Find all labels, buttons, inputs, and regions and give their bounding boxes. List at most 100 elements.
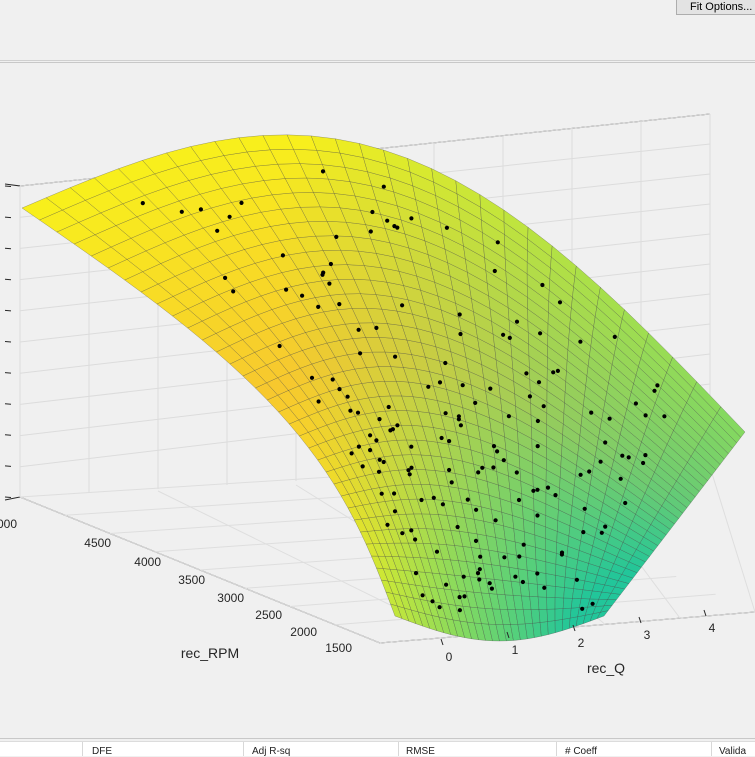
z-tick-mark <box>4 465 12 467</box>
data-point <box>524 371 529 376</box>
data-point <box>457 312 462 317</box>
data-point <box>368 229 373 234</box>
data-point <box>434 549 440 554</box>
data-point <box>406 468 411 473</box>
z-tick-mark <box>4 434 12 436</box>
data-point <box>502 555 507 560</box>
data-point <box>643 413 648 418</box>
x-tick-label: 1 <box>512 643 519 657</box>
data-point <box>473 400 478 405</box>
data-point <box>370 209 375 215</box>
grid-line <box>709 466 755 613</box>
data-point <box>385 522 390 527</box>
data-point <box>574 577 580 582</box>
data-point <box>641 460 646 466</box>
data-point <box>316 399 321 404</box>
x-tick-label: 4 <box>709 621 716 635</box>
data-point <box>409 444 414 449</box>
data-point <box>334 234 339 239</box>
y-tick-label: 3000 <box>217 591 244 605</box>
z-tick-mark <box>4 216 12 219</box>
results-table-header: DFE Adj R-sq RMSE # Coeff Valida <box>0 741 755 757</box>
column-dfe[interactable]: DFE <box>92 746 112 757</box>
data-point <box>557 300 563 305</box>
y-tick-label: 4000 <box>134 555 161 569</box>
data-point <box>360 464 365 469</box>
surface-patch <box>547 620 556 635</box>
y-tick-label: 000 <box>0 517 17 531</box>
data-point <box>385 218 390 223</box>
data-point <box>535 571 540 576</box>
data-point <box>473 538 479 544</box>
data-point <box>437 380 443 385</box>
tick-labels: 0 1 2 3 4 1500 2000 2500 3000 3500 4000 4500 000 <box>0 185 716 664</box>
data-point <box>386 404 391 410</box>
data-point <box>489 586 494 591</box>
x-tick-mark <box>506 631 510 639</box>
y-tick-label: 1500 <box>325 641 352 655</box>
surface-patch <box>562 607 572 620</box>
data-point <box>535 418 541 424</box>
y-tick-label: 2000 <box>290 625 317 639</box>
data-point <box>345 394 350 399</box>
surface-patch <box>546 597 556 610</box>
data-point <box>491 444 497 449</box>
data-point <box>356 327 361 332</box>
data-point <box>516 497 522 503</box>
data-point <box>348 408 353 413</box>
data-point <box>589 410 594 415</box>
data-point <box>478 554 483 559</box>
column-adj-rsq[interactable]: Adj R-sq <box>252 746 291 757</box>
data-point <box>652 388 657 393</box>
data-point <box>603 440 608 445</box>
surface-patch <box>545 573 556 587</box>
surface-patch <box>546 608 556 622</box>
surface-patch <box>546 585 556 598</box>
data-point <box>514 470 519 475</box>
data-point <box>337 302 342 307</box>
data-point <box>320 272 325 277</box>
data-point <box>531 488 536 493</box>
surface-patch <box>528 583 539 597</box>
column-separator <box>243 742 244 756</box>
data-point <box>430 599 435 604</box>
data-point <box>465 497 470 502</box>
data-point <box>501 458 506 463</box>
data-point <box>431 495 436 500</box>
data-point <box>598 459 603 464</box>
data-point <box>520 579 526 585</box>
data-point <box>535 444 540 449</box>
data-point <box>662 414 667 419</box>
data-point <box>578 339 583 344</box>
data-point <box>215 228 220 233</box>
data-point <box>477 577 482 582</box>
data-point <box>395 225 400 230</box>
data-point <box>300 293 305 298</box>
column-validation[interactable]: Valida <box>719 746 747 757</box>
data-point <box>612 334 617 339</box>
z-tick-mark <box>4 496 12 498</box>
surface-plot[interactable]: 0 1 2 3 4 1500 2000 2500 3000 3500 4000 4500 000 rec… <box>0 63 755 713</box>
data-point <box>495 449 500 454</box>
fit-options-button[interactable]: Fit Options... <box>676 0 755 15</box>
data-point <box>409 216 414 221</box>
y-tick-label: 2500 <box>255 608 282 622</box>
surface-patch <box>554 586 565 599</box>
data-point <box>455 524 460 530</box>
data-point <box>555 368 561 373</box>
data-point <box>443 411 448 416</box>
data-point <box>626 455 631 460</box>
column-rmse[interactable]: RMSE <box>406 746 435 757</box>
data-point <box>462 594 467 599</box>
data-point <box>457 595 462 600</box>
data-point <box>599 530 604 535</box>
data-point <box>578 472 583 477</box>
surface-patch <box>532 622 542 638</box>
data-point <box>458 331 463 337</box>
column-coeff[interactable]: # Coeff <box>565 746 598 757</box>
data-point <box>392 491 397 496</box>
data-point <box>328 261 333 267</box>
data-point <box>487 581 492 586</box>
data-point <box>409 465 414 470</box>
data-point <box>337 387 342 392</box>
